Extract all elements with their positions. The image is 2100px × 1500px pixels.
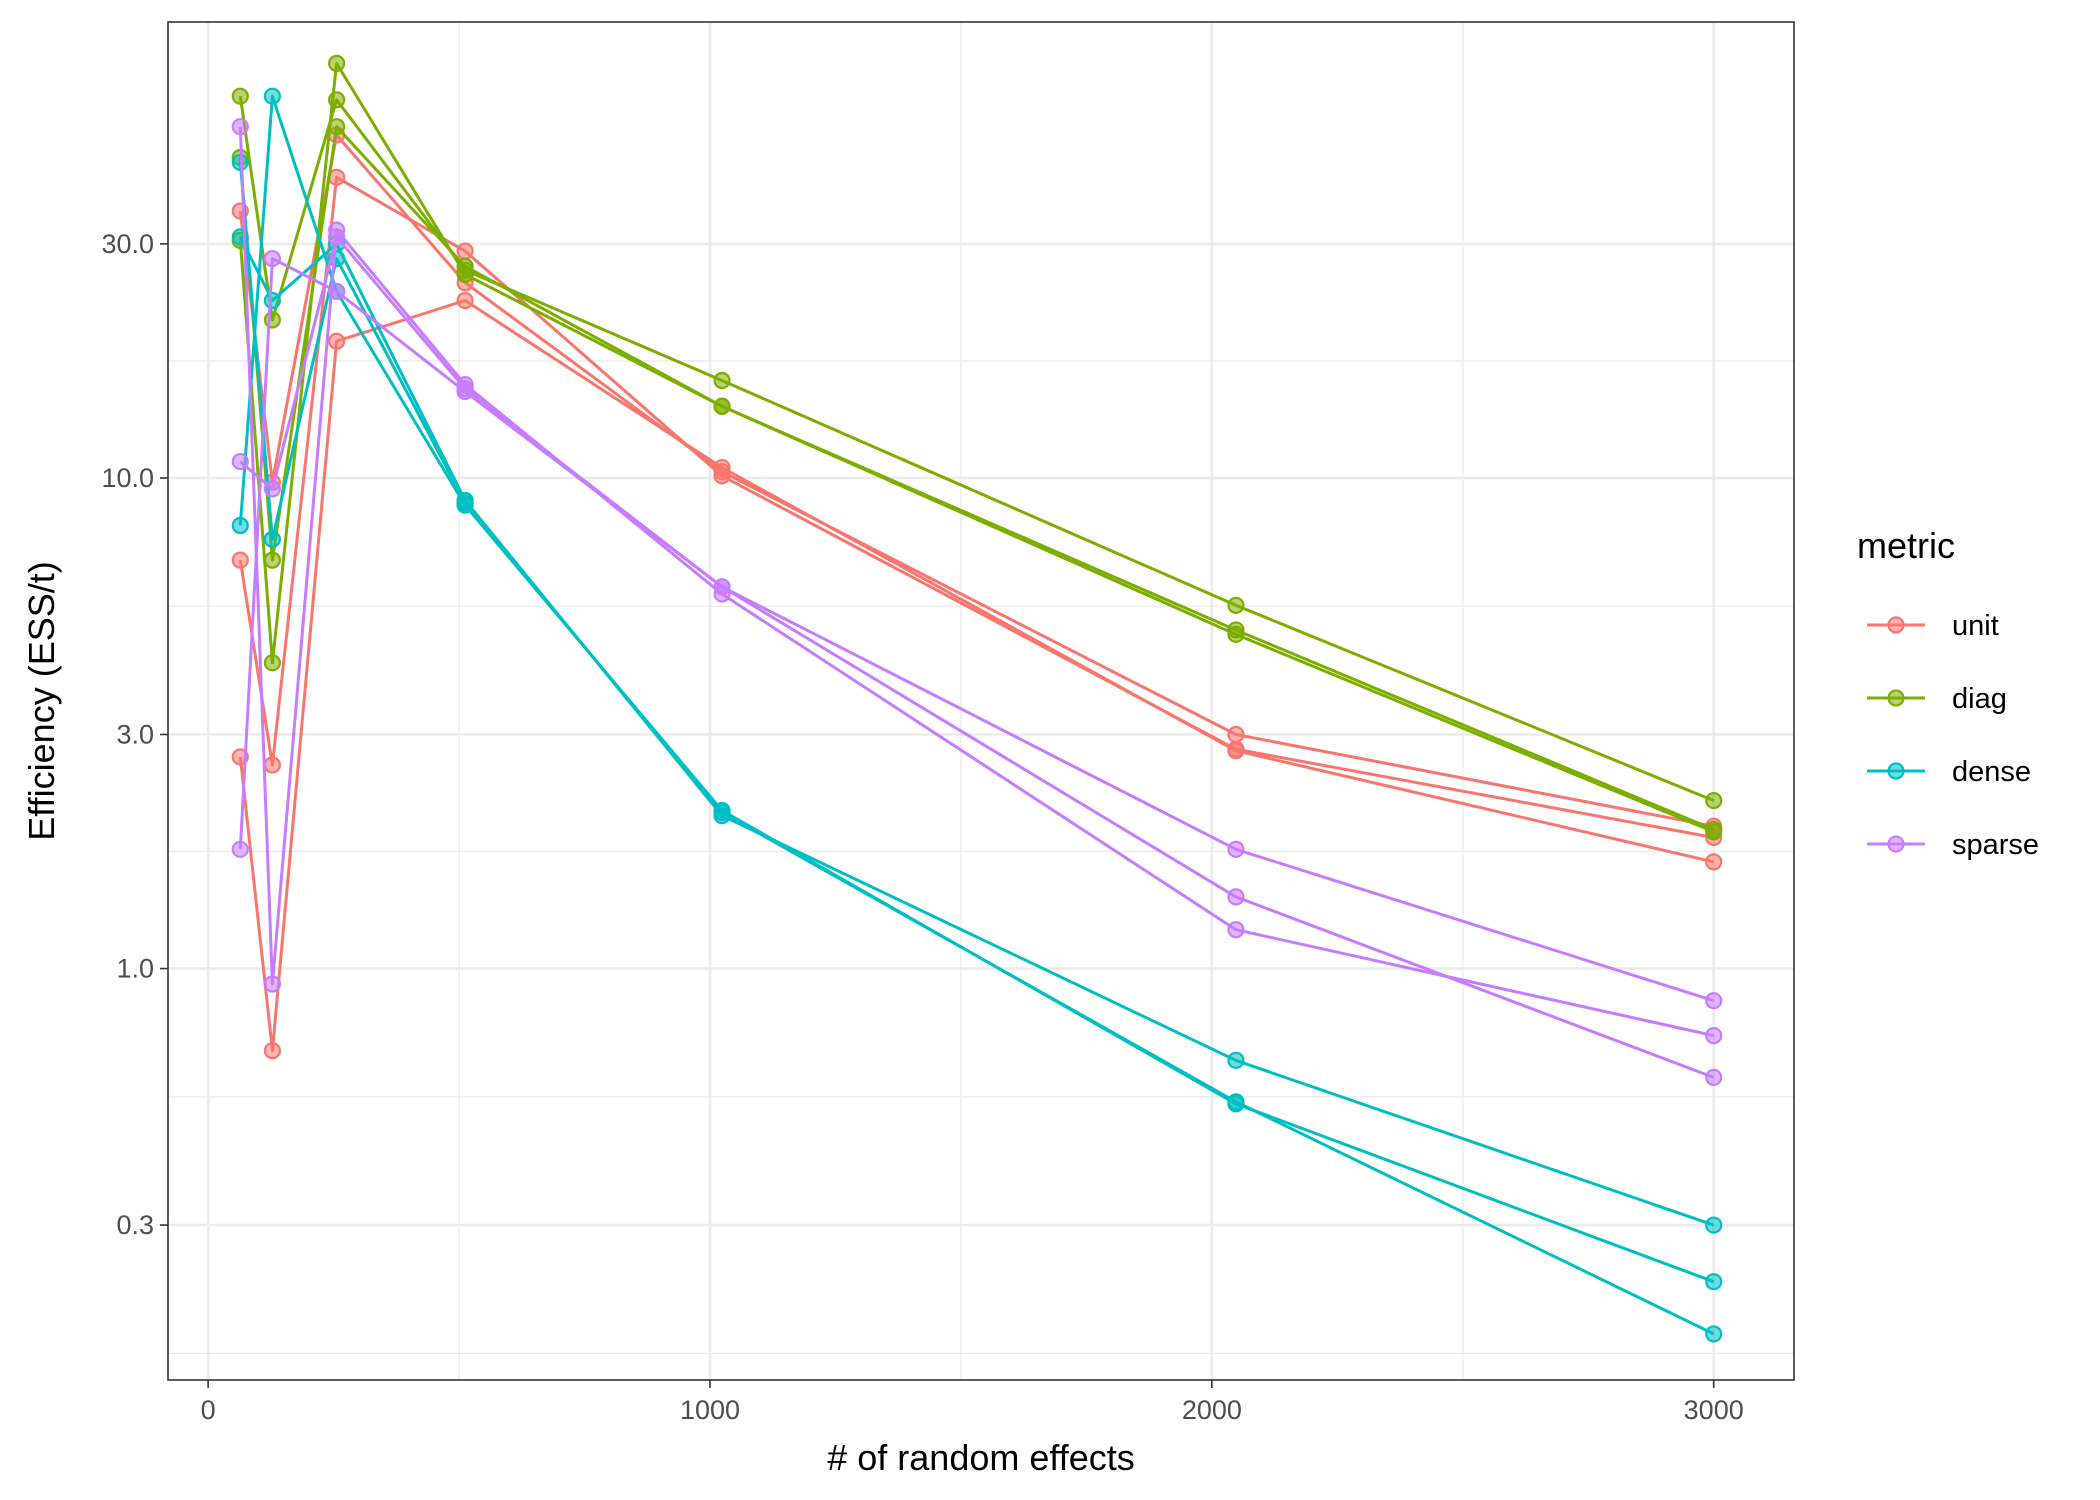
series-layer [231, 54, 1723, 1343]
data-point-diag [328, 91, 346, 109]
data-point-diag [1705, 791, 1723, 810]
y-axis-title: Efficiency (ESS/t) [21, 561, 62, 840]
axis-ticks: 0 1000 2000 3000 0.3 1.0 3.0 10.0 30.0 [101, 229, 1743, 1425]
data-point-diag [1705, 820, 1723, 839]
data-point-sparse [1705, 1027, 1723, 1045]
series-dense [231, 87, 1723, 1343]
data-point-unit [1705, 853, 1723, 871]
data-point-dense [713, 803, 731, 822]
data-point-sparse [231, 452, 249, 471]
legend-key-point [1887, 616, 1905, 634]
data-point-unit [456, 242, 474, 260]
data-point-sparse [263, 249, 281, 268]
legend-label-dense: dense [1952, 756, 2031, 788]
data-point-diag [263, 311, 281, 329]
data-point-sparse [1705, 1068, 1723, 1087]
data-point-dense [1705, 1325, 1723, 1343]
data-point-unit [1227, 742, 1245, 760]
data-point-diag [263, 654, 281, 672]
x-tick-label: 0 [201, 1395, 216, 1425]
y-tick-label: 30.0 [101, 229, 154, 259]
data-point-unit [263, 1042, 281, 1060]
data-point-dense [263, 530, 281, 548]
data-point-unit [713, 463, 731, 481]
legend-label-sparse: sparse [1952, 829, 2039, 861]
legend-label-unit: unit [1952, 610, 1999, 642]
data-point-sparse [263, 480, 281, 498]
y-tick-label: 0.3 [116, 1210, 154, 1240]
legend-key-point [1887, 762, 1905, 780]
data-point-diag [713, 397, 731, 415]
data-point-diag [328, 54, 346, 72]
data-point-sparse [1227, 840, 1245, 858]
data-point-diag [263, 551, 281, 569]
data-point-unit [263, 756, 281, 774]
data-point-sparse [1705, 992, 1723, 1010]
data-point-diag [1227, 621, 1245, 639]
data-point-unit [456, 291, 474, 310]
data-point-diag [456, 257, 474, 275]
legend-key-point [1887, 689, 1905, 707]
data-point-sparse [1227, 921, 1245, 939]
panel-border [167, 21, 1795, 1381]
x-axis-title: # of random effects [827, 1437, 1135, 1478]
data-point-dense [456, 494, 474, 512]
data-point-unit [231, 551, 249, 569]
data-point-sparse [1227, 888, 1245, 906]
data-point-dense [231, 516, 249, 535]
x-tick-label: 3000 [1684, 1395, 1744, 1425]
x-tick-label: 1000 [680, 1395, 740, 1425]
data-point-dense [263, 87, 281, 105]
data-point-unit [1227, 725, 1245, 744]
legend-label-diag: diag [1952, 683, 2007, 715]
y-tick-label: 3.0 [116, 719, 154, 749]
data-point-sparse [456, 380, 474, 398]
data-point-diag [713, 371, 731, 390]
legend-title: metric [1857, 525, 1955, 566]
legend: metric unit diag dense sparse [1857, 525, 2039, 861]
legend-key-point [1887, 835, 1905, 853]
data-point-diag [328, 118, 346, 136]
data-point-sparse [231, 118, 249, 136]
data-point-dense [1705, 1273, 1723, 1291]
data-point-dense [1227, 1051, 1245, 1069]
data-point-dense [1227, 1093, 1245, 1111]
data-point-sparse [328, 282, 346, 301]
series-diag [231, 54, 1723, 841]
major-gridlines [168, 22, 1794, 1380]
data-point-diag [1227, 596, 1245, 614]
x-tick-label: 2000 [1182, 1395, 1242, 1425]
data-point-sparse [328, 228, 346, 246]
data-point-sparse [263, 975, 281, 993]
data-point-unit [328, 332, 346, 350]
data-point-diag [231, 87, 249, 105]
y-tick-label: 1.0 [116, 954, 154, 984]
y-tick-label: 10.0 [101, 463, 154, 493]
data-point-dense [1705, 1216, 1723, 1234]
data-point-sparse [231, 840, 249, 858]
data-point-sparse [713, 578, 731, 596]
data-point-dense [263, 291, 281, 310]
series-sparse [231, 118, 1723, 1087]
